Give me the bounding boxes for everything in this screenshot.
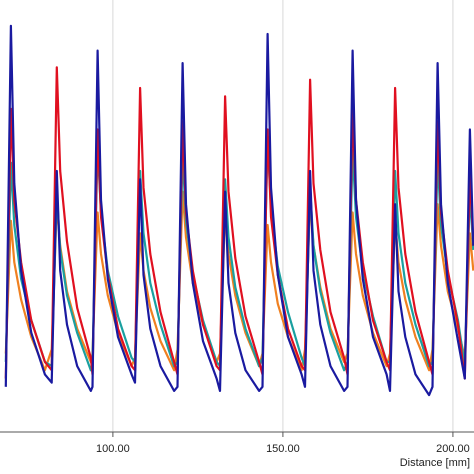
series-line bbox=[4, 66, 474, 380]
x-tick-label: 150.00 bbox=[266, 443, 300, 455]
x-tick-label: 100.00 bbox=[96, 443, 130, 455]
x-axis-label: Distance [mm] bbox=[400, 457, 470, 469]
x-tick-label: 200.00 bbox=[436, 443, 470, 455]
series-line bbox=[4, 24, 474, 397]
